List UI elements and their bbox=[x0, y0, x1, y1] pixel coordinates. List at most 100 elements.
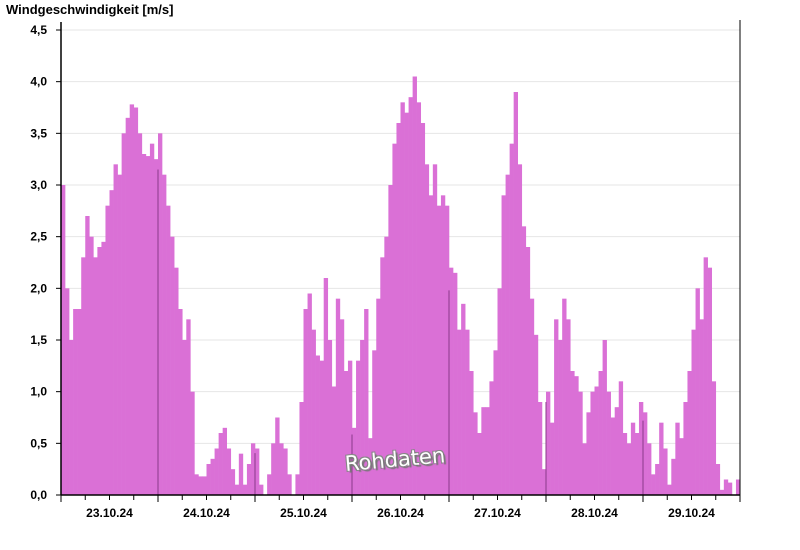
bar bbox=[250, 443, 256, 495]
bar bbox=[105, 205, 110, 495]
bar bbox=[541, 469, 547, 495]
bar bbox=[174, 267, 179, 495]
bar bbox=[707, 267, 713, 495]
bar bbox=[412, 76, 417, 495]
bar bbox=[554, 319, 559, 495]
bar bbox=[578, 391, 583, 495]
bar bbox=[501, 195, 506, 496]
bar bbox=[558, 340, 563, 495]
bar bbox=[271, 443, 276, 495]
bar bbox=[643, 412, 648, 495]
bar bbox=[457, 329, 462, 495]
bar bbox=[89, 236, 94, 495]
bar bbox=[521, 226, 527, 496]
bar bbox=[85, 216, 90, 495]
bar bbox=[125, 117, 131, 495]
bar bbox=[546, 391, 551, 495]
bar bbox=[234, 484, 240, 495]
bar bbox=[489, 381, 494, 495]
bar bbox=[117, 174, 122, 495]
bar bbox=[453, 272, 458, 495]
bar bbox=[497, 288, 502, 495]
bar bbox=[145, 156, 151, 496]
bar bbox=[469, 371, 474, 495]
x-tick-label: 25.10.24 bbox=[280, 506, 327, 520]
bar bbox=[477, 433, 482, 495]
bar bbox=[210, 458, 215, 495]
bar bbox=[93, 257, 98, 495]
bar bbox=[376, 298, 381, 495]
bar bbox=[129, 104, 135, 496]
bar bbox=[113, 164, 118, 496]
bar bbox=[186, 319, 191, 495]
bar bbox=[715, 464, 721, 495]
bar bbox=[230, 469, 236, 495]
bar bbox=[727, 482, 733, 495]
bar bbox=[226, 448, 232, 495]
bar bbox=[238, 453, 244, 495]
bar bbox=[81, 257, 86, 495]
bar bbox=[505, 174, 510, 495]
bar bbox=[485, 407, 490, 495]
bar bbox=[137, 133, 143, 496]
bar bbox=[339, 319, 345, 495]
bar bbox=[671, 458, 676, 495]
y-tick-label: 3,5 bbox=[30, 126, 47, 140]
bar bbox=[222, 427, 228, 495]
bar bbox=[372, 350, 377, 495]
x-tick-label: 29.10.24 bbox=[668, 506, 715, 520]
bar bbox=[598, 371, 603, 495]
bar bbox=[61, 185, 66, 495]
bar bbox=[679, 438, 684, 495]
bar bbox=[606, 391, 611, 495]
bar bbox=[392, 143, 397, 495]
bar bbox=[255, 448, 260, 495]
bar bbox=[331, 386, 337, 495]
bar bbox=[343, 371, 349, 495]
bar bbox=[190, 391, 195, 495]
x-tick-label: 27.10.24 bbox=[474, 506, 521, 520]
bar bbox=[699, 319, 704, 495]
bar bbox=[634, 433, 640, 495]
bar bbox=[444, 205, 450, 495]
bar bbox=[525, 247, 531, 495]
bar bbox=[586, 412, 591, 495]
bar bbox=[473, 412, 478, 495]
bar bbox=[323, 278, 329, 495]
bar bbox=[97, 247, 102, 495]
bar bbox=[380, 257, 385, 495]
bar bbox=[735, 479, 741, 495]
bar bbox=[299, 402, 304, 495]
bar bbox=[436, 205, 442, 495]
bar bbox=[667, 484, 672, 495]
bar bbox=[703, 257, 708, 495]
y-tick-label: 0,0 bbox=[30, 488, 47, 502]
bar bbox=[77, 309, 82, 495]
y-tick-label: 0,5 bbox=[30, 436, 47, 450]
y-tick-label: 1,0 bbox=[30, 385, 47, 399]
bar bbox=[279, 443, 284, 495]
bar bbox=[719, 489, 725, 495]
bar bbox=[537, 402, 543, 495]
bar bbox=[651, 474, 656, 495]
axes: 0,0 0,5 1,0 1,5 2,0 2,5 3,0 3,5 4,0 4,5 23.10.24 24… bbox=[30, 20, 741, 520]
bar bbox=[513, 92, 519, 495]
bar bbox=[602, 340, 607, 495]
bar bbox=[630, 422, 636, 495]
bar bbox=[683, 402, 688, 495]
bar bbox=[170, 236, 175, 495]
bar bbox=[352, 427, 357, 495]
bar bbox=[404, 112, 409, 496]
bar bbox=[319, 360, 325, 495]
bar bbox=[396, 123, 401, 495]
bar bbox=[303, 309, 308, 495]
bar bbox=[158, 133, 163, 496]
bar bbox=[574, 376, 579, 495]
bar bbox=[275, 417, 280, 495]
bar bbox=[432, 164, 438, 496]
bar bbox=[73, 309, 78, 495]
bar bbox=[368, 438, 373, 495]
y-tick-label: 1,5 bbox=[30, 333, 47, 347]
bar bbox=[69, 340, 74, 495]
